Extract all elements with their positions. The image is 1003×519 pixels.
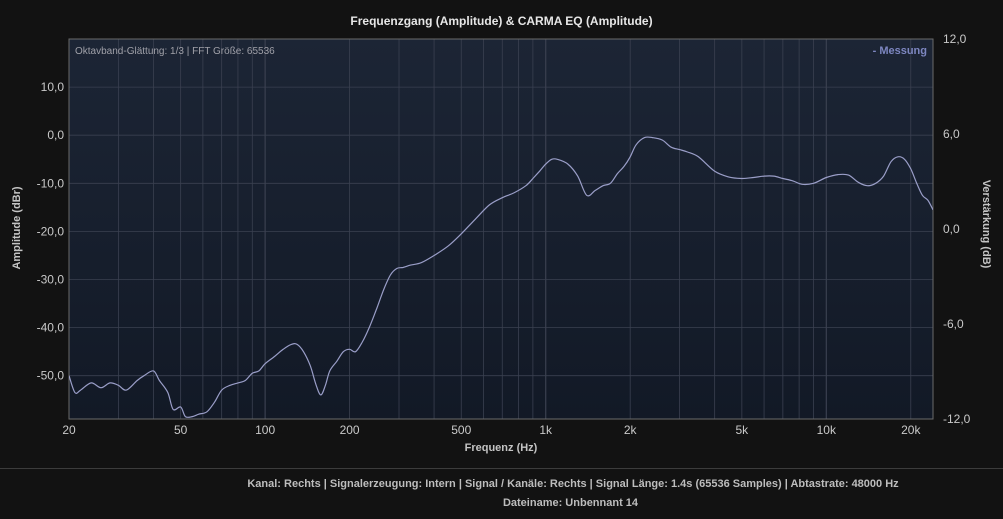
y-right-tick-labels: 12,0 6,0 0,0 -6,0 -12,0 [943, 32, 971, 426]
series-line-messung [69, 136, 933, 419]
y-right-tick-label: 0,0 [943, 222, 960, 236]
footer-filename: Dateiname: Unbennant 14 [502, 497, 639, 509]
x-tick-label: 20k [901, 423, 921, 437]
footer-info: Kanal: Rechts | Signalerzeugung: Intern … [247, 478, 899, 490]
chart-annotation: Oktavband-Glättung: 1/3 | FFT Größe: 655… [75, 46, 275, 57]
legend-entry-messung[interactable]: - Messung [873, 45, 927, 57]
x-tick-label: 1k [539, 423, 553, 437]
y-tick-label: -50,0 [37, 369, 65, 383]
x-tick-label: 100 [255, 423, 275, 437]
x-tick-label: 50 [174, 423, 188, 437]
plot-area [69, 39, 933, 419]
y-right-tick-label: 12,0 [943, 32, 967, 46]
x-tick-label: 2k [624, 423, 638, 437]
y-tick-label: -20,0 [37, 224, 65, 238]
y-right-tick-label: -12,0 [943, 412, 971, 426]
grid [69, 39, 933, 419]
x-tick-label: 200 [340, 423, 360, 437]
footer-divider [0, 468, 1003, 469]
y-tick-labels: 10,0 0,0 -10,0 -20,0 -30,0 -40,0 -50,0 [37, 80, 65, 383]
y-tick-label: -30,0 [37, 273, 65, 287]
y-right-tick-label: 6,0 [943, 127, 960, 141]
x-tick-labels: 20 50 100 200 500 1k 2k 5k 10k 20k [62, 423, 921, 437]
x-tick-label: 10k [817, 423, 837, 437]
x-tick-label: 500 [451, 423, 471, 437]
y-tick-label: 0,0 [47, 128, 64, 142]
x-tick-label: 20 [62, 423, 76, 437]
x-tick-label: 5k [736, 423, 750, 437]
y-right-tick-label: -6,0 [943, 317, 964, 331]
y-tick-label: -40,0 [37, 321, 65, 335]
y-axis-label-left: Amplitude (dBr) [11, 186, 23, 269]
y-tick-label: -10,0 [37, 176, 65, 190]
y-tick-label: 10,0 [41, 80, 65, 94]
chart-title: Frequenzgang (Amplitude) & CARMA EQ (Amp… [350, 14, 653, 28]
y-axis-label-right: Verstärkung (dB) [980, 180, 992, 269]
plot-border [68, 38, 934, 420]
x-axis-label: Frequenz (Hz) [465, 442, 538, 454]
